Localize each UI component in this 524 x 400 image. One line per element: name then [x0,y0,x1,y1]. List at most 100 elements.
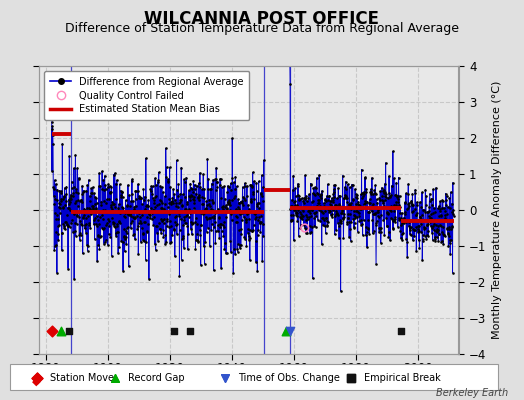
Point [205,243,214,249]
Point [192,236,200,243]
Point [436,222,444,228]
Point [101,172,109,179]
Point [450,212,458,219]
Point [80,208,88,214]
Point [96,233,105,239]
Point [151,194,160,200]
Point [193,231,201,237]
Point [230,179,238,186]
Point [111,181,119,187]
Point [406,224,414,231]
Point [331,212,339,219]
Point [163,176,172,182]
Point [167,223,175,229]
Point [433,234,441,241]
Point [373,209,381,215]
Point [86,198,94,204]
Point [157,230,165,236]
Point [334,185,343,191]
Point [122,228,130,234]
Point [198,201,206,207]
Point [387,191,395,198]
Point [150,197,158,203]
Point [356,203,364,209]
Point [71,232,80,239]
Point [299,207,307,214]
Point [364,208,373,215]
Point [51,243,59,249]
Point [134,251,143,258]
Point [314,197,323,203]
Point [67,219,75,226]
Point [206,186,215,192]
Point [395,202,403,208]
Point [409,202,418,208]
Point [51,242,60,248]
Point [133,226,141,232]
Point [330,182,339,188]
Point [89,204,97,211]
Point [345,219,353,225]
Point [246,256,254,263]
Point [418,212,426,218]
Point [109,220,117,227]
Point [210,215,219,221]
Point [99,177,107,183]
Text: Time of Obs. Change: Time of Obs. Change [238,373,340,383]
Point [446,237,454,243]
Point [445,233,453,239]
Point [106,202,115,208]
Point [408,202,417,208]
Point [303,229,311,236]
Point [126,211,135,218]
Point [88,209,96,215]
Point [254,232,262,238]
Point [187,192,195,198]
Point [307,180,315,187]
Point [244,230,252,236]
Point [186,180,194,187]
Point [159,189,167,196]
Point [337,208,346,214]
Point [221,375,230,381]
Point [431,209,440,216]
Point [169,186,178,193]
Point [402,206,411,212]
Point [290,237,298,244]
Point [215,224,224,230]
Point [362,224,370,230]
Point [369,191,377,197]
Point [155,220,163,227]
Point [419,232,427,238]
Point [374,213,382,219]
Point [49,132,57,139]
Point [187,185,195,191]
Point [367,191,376,197]
Point [157,198,165,204]
Point [147,205,155,212]
Point [200,186,209,192]
Point [154,178,162,185]
Point [407,198,416,204]
Point [117,192,125,198]
Point [196,222,205,228]
Point [102,237,110,244]
Point [422,222,431,228]
Point [92,199,101,206]
Point [381,193,390,200]
Point [146,208,154,215]
Point [63,204,72,211]
Point [74,197,82,204]
Point [242,243,250,250]
Point [57,327,65,334]
Point [443,224,451,231]
Point [328,211,336,218]
Point [295,196,303,202]
Point [58,247,66,254]
Point [366,196,374,202]
Point [300,195,308,201]
Point [248,228,256,234]
Point [115,243,123,250]
Point [348,205,356,211]
Point [350,224,358,231]
